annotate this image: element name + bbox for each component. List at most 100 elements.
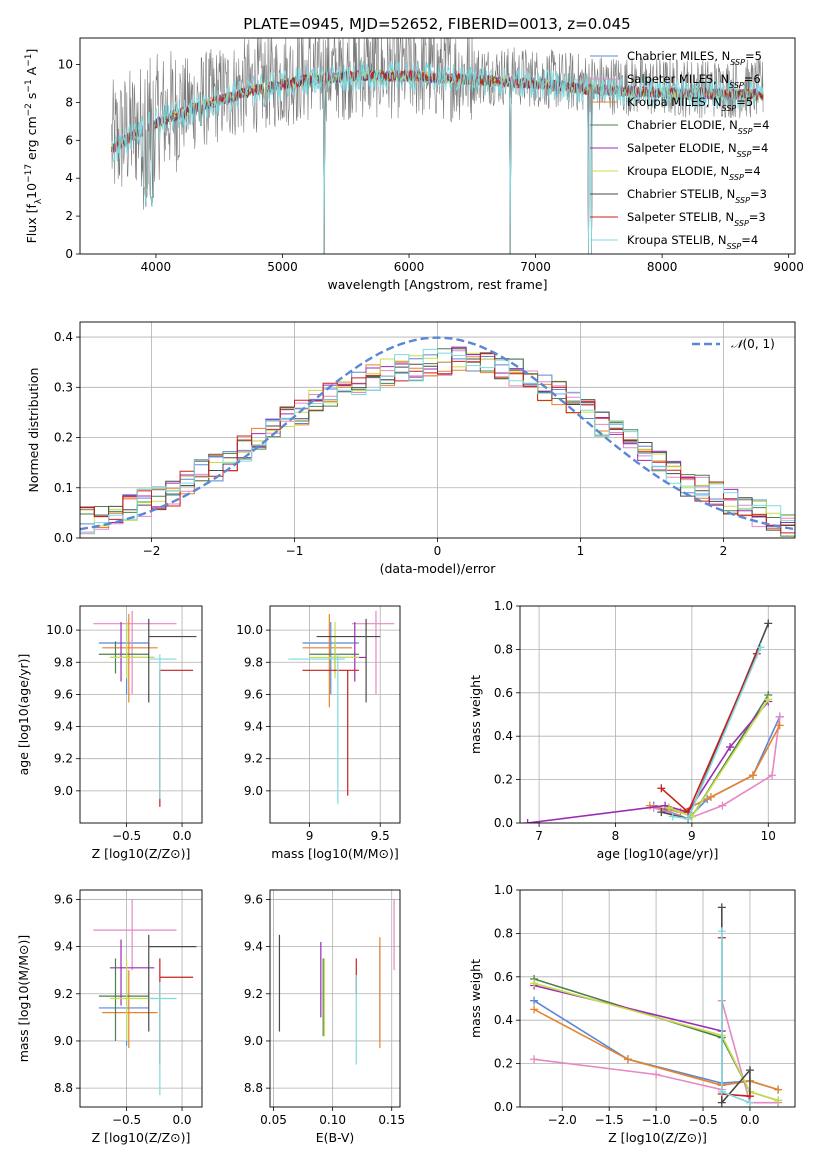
y-tick-label: 8: [65, 95, 73, 109]
y-tick-label: 0.3: [54, 380, 73, 394]
errorbar-chabrier-elodie: [98, 958, 149, 1041]
x-tick-label: 0.0: [172, 829, 191, 843]
y-axis-label: age [log10(age/yr)]: [16, 654, 31, 776]
y-tick-label: 0.4: [494, 729, 513, 743]
gridlines: [80, 606, 202, 823]
y-tick-label: 0.0: [494, 816, 513, 830]
gridlines: [270, 890, 400, 1107]
x-axis-label: Z [log10(Z/Z⊙)]: [608, 1130, 707, 1145]
y-tick-label: 0.8: [494, 926, 513, 940]
errorbar-salpeter-stelib: [302, 669, 360, 796]
series-line: [668, 694, 769, 818]
y-tick-label: 10.0: [236, 623, 263, 637]
y-tick-label: 9.2: [244, 752, 263, 766]
errorbar-salpeter-miles: [351, 610, 395, 695]
y-tick-label: 10: [58, 58, 73, 72]
errorbar-kroupa-stelib: [288, 654, 345, 804]
y-tick-label: 9.0: [54, 784, 73, 798]
y-tick-label: 1.0: [494, 599, 513, 613]
x-tick-label: 1: [577, 544, 585, 558]
errorbar-kroupa-elodie: [309, 622, 360, 679]
legend-label: 𝒩(0, 1): [731, 337, 775, 351]
data-point: [664, 803, 673, 812]
x-tick-label: 7000: [520, 260, 551, 274]
x-tick-label: −1.5: [595, 1113, 624, 1127]
errorbar-salpeter-miles: [93, 610, 177, 695]
x-tick-label: −0.5: [688, 1113, 717, 1127]
errorbar-chabrier-stelib: [148, 934, 197, 1032]
series-line: [721, 907, 751, 1105]
axes-frame: [79, 605, 203, 824]
errorbar-chabrier-stelib: [148, 618, 197, 703]
data-point: [530, 1055, 539, 1064]
data-point: [657, 784, 666, 793]
x-axis-label: mass [log10(M/M⊙)]: [271, 846, 399, 861]
errorbar-chabrier-miles: [302, 622, 360, 695]
series-kroupa-stelib: [717, 927, 754, 1107]
y-tick-label: 0.2: [494, 1057, 513, 1071]
errorbar-salpeter-stelib: [159, 958, 194, 1065]
axes-frame: [79, 321, 796, 539]
x-axis-label: wavelength [Angstrom, rest frame]: [327, 277, 547, 292]
x-tick-label: 0.0: [172, 1113, 191, 1127]
residual-hist-salpeter-elodie: [80, 346, 795, 527]
data-point: [756, 643, 765, 652]
y-tick-label: 0.2: [54, 431, 73, 445]
chart-spectrum: 4000 5000 6000 7000 8000 9000 0 2 4 6 8 10 wavelengt…: [24, 37, 804, 292]
y-tick-label: 0.0: [54, 531, 73, 545]
y-tick-label: 9.8: [54, 655, 73, 669]
errorbar-salpeter-miles: [93, 899, 177, 971]
observed-spectrum: [111, 38, 764, 210]
series-chabrier-elodie: [664, 690, 773, 821]
data-point: [717, 1087, 726, 1096]
y-tick-label: 9.4: [244, 940, 263, 954]
y-axis-label: Normed distribution: [26, 368, 41, 493]
y-tick-label: 9.2: [54, 752, 73, 766]
residual-hist-kroupa-stelib: [80, 348, 795, 535]
data-point: [684, 814, 693, 823]
plot-area: 4000 5000 6000 7000 8000 90000246810wavelengt…: [16, 37, 804, 1145]
plot-mass_vs_EBV: [270, 890, 400, 1107]
plot-residuals: [80, 322, 795, 538]
x-tick-label: 9: [688, 829, 696, 843]
plot-age_vs_Z: [80, 606, 202, 823]
x-tick-label: 7: [535, 829, 543, 843]
series-kroupa-miles: [645, 721, 784, 817]
y-tick-label: 8.8: [244, 1081, 263, 1095]
legend-label: Salpeter STELIB, NSSP=3: [627, 210, 766, 228]
y-tick-label: 0.4: [494, 1013, 513, 1027]
data-point: [530, 1005, 539, 1014]
x-tick-label: 0.0: [740, 1113, 759, 1127]
series-salpeter-stelib: [717, 933, 754, 1101]
x-tick-label: 9: [306, 829, 314, 843]
y-axis-label: mass [log10(M/M⊙)]: [16, 935, 31, 1063]
errorbar-salpeter-stelib: [159, 669, 194, 807]
spectrum-legend: Chabrier MILES, NSSP=5 Salpeter MILES, NS…: [590, 49, 769, 251]
y-tick-label: 9.4: [54, 940, 73, 954]
legend-label: Kroupa MILES, NSSP=5: [627, 95, 753, 113]
y-tick-label: 4: [65, 171, 73, 185]
x-tick-label: 10: [761, 829, 776, 843]
data-point: [717, 903, 726, 912]
x-tick-label: −1.0: [642, 1113, 671, 1127]
x-axis-label: Z [log10(Z/Z⊙)]: [92, 1130, 191, 1145]
residual-hist-kroupa-elodie: [80, 352, 795, 527]
y-tick-label: 9.0: [244, 1034, 263, 1048]
y-tick-label: 1.0: [494, 883, 513, 897]
plot-age_vs_mass: [270, 606, 400, 823]
data-point: [764, 619, 773, 628]
axes-frame: [519, 889, 796, 1108]
data-point: [775, 721, 784, 730]
data-point: [657, 808, 666, 817]
data-point: [668, 812, 677, 821]
errorbar-chabrier-miles: [98, 970, 149, 1046]
x-tick-label: −2.0: [548, 1113, 577, 1127]
data-point: [717, 927, 726, 936]
chart-age_vs_Z: −0.5 0.0 9.0 9.2 9.4 9.6 9.8 10.0 Z [log10(Z/Z⊙)…: [16, 605, 203, 861]
data-point: [717, 1098, 726, 1107]
y-tick-label: 9.6: [244, 892, 263, 906]
x-tick-label: 9000: [773, 260, 804, 274]
legend-label: Salpeter ELODIE, NSSP=4: [627, 141, 768, 159]
figure-title: PLATE=0945, MJD=52652, FIBERID=0013, z=0…: [243, 15, 630, 33]
y-tick-label: 0: [65, 247, 73, 261]
